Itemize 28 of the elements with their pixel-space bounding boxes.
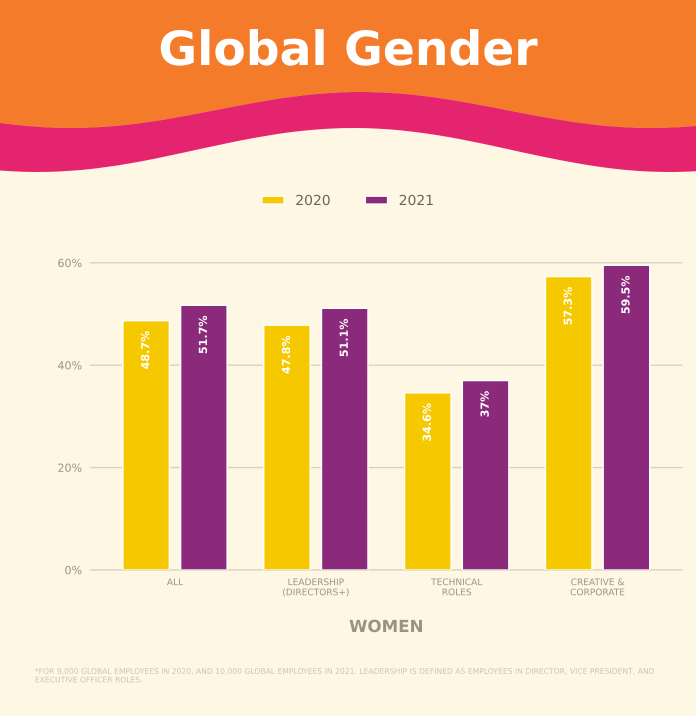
- x-axis-title: WOMEN: [350, 620, 422, 632]
- bar: [320, 308, 369, 570]
- bar: [544, 276, 593, 570]
- y-tick-label: 60%: [58, 258, 82, 268]
- data-label: 57.3%: [564, 287, 572, 325]
- bar: [602, 264, 650, 570]
- x-tick-label: TECHNICAL ROLES: [431, 578, 482, 596]
- data-label: 48.7%: [140, 331, 150, 369]
- legend-label: 2020: [296, 194, 330, 206]
- y-tick-label: 20%: [58, 464, 82, 472]
- data-label: 37%: [480, 391, 489, 417]
- bar: [263, 324, 311, 570]
- data-label: 59.5%: [621, 276, 630, 314]
- chart-title: Global Gender: [160, 29, 538, 66]
- bar: [462, 380, 510, 570]
- x-tick-label: ALL: [166, 578, 184, 586]
- bar: [180, 304, 228, 570]
- x-tick-label: CREATIVE & CORPORATE: [570, 578, 624, 596]
- data-label: 34.6%: [422, 403, 432, 441]
- data-label: 51.7%: [198, 316, 208, 354]
- y-tick-label: 40%: [58, 361, 82, 370]
- bar: [122, 320, 170, 570]
- data-label: 51.1%: [340, 318, 348, 356]
- data-label: 47.8%: [282, 336, 290, 374]
- bar: [404, 392, 452, 570]
- x-tick-label: LEADERSHIP (DIRECTORS+): [283, 578, 349, 596]
- legend-label: 2021: [400, 194, 433, 206]
- y-tick-label: 0%: [65, 566, 82, 574]
